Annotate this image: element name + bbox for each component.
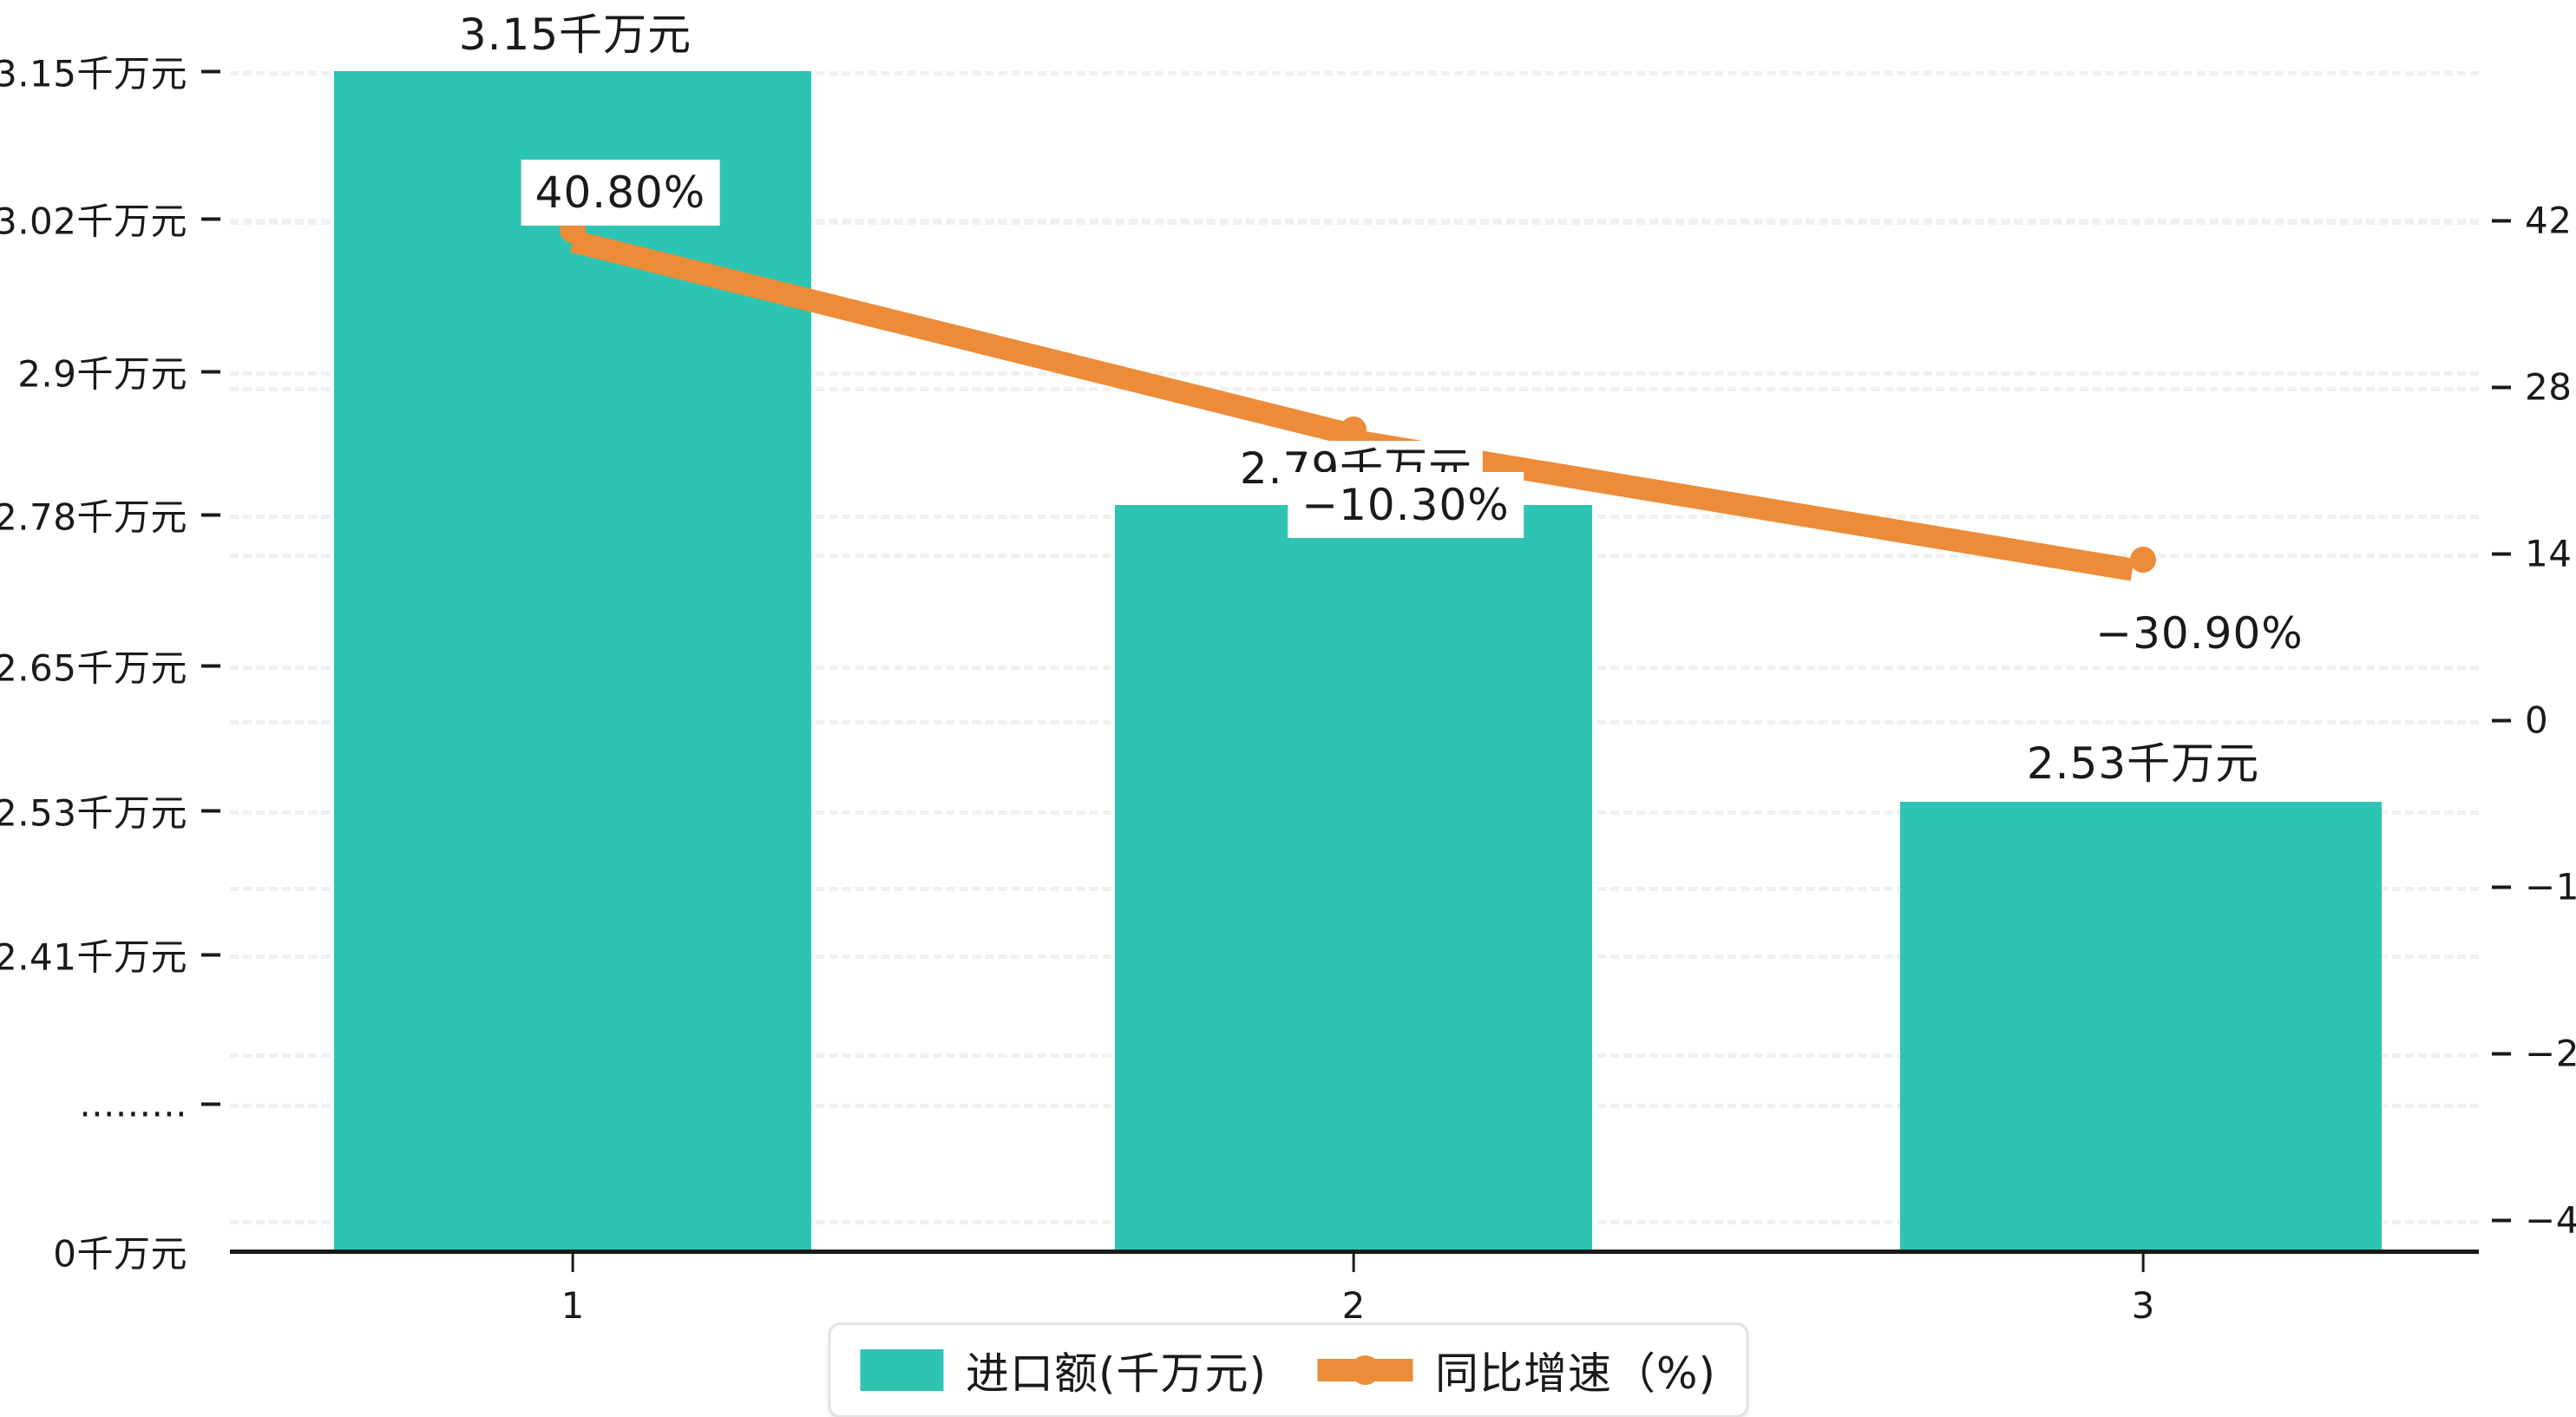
legend-item-growth-rate[interactable]: 同比增速（%): [1316, 1339, 1717, 1401]
y-left-tick-label: 2.78千万元: [0, 495, 187, 539]
line-marker-point-3[interactable]: [2130, 547, 2156, 573]
y-left-tick-8: 0千万元: [53, 1225, 220, 1278]
y-right-tick-label: 0: [2525, 699, 2549, 742]
y-left-tick-label: 2.41千万元: [0, 935, 187, 979]
tick-dash-icon: [201, 809, 220, 812]
tick-dash-icon: [201, 1250, 220, 1253]
legend-label: 进口额(千万元): [965, 1348, 1267, 1399]
tick-dash-icon: [201, 370, 220, 373]
tick-dash-icon: [2492, 1218, 2511, 1222]
legend-label: 同比增速（%): [1434, 1348, 1717, 1399]
y-right-tick-5: −28: [2492, 1033, 2576, 1075]
y-right-tick-1: 28: [2492, 366, 2572, 409]
y-right-tick-0: 42: [2492, 200, 2572, 242]
x-tick-3: 3: [2131, 1250, 2155, 1327]
x-tick-mark-icon: [1352, 1250, 1355, 1272]
y-right-tick-4: −14: [2492, 866, 2576, 909]
y-right-tick-label: 14: [2525, 532, 2573, 575]
y-left-tick-1: 3.02千万元: [0, 193, 220, 246]
y-right-tick-label: −28: [2525, 1032, 2576, 1075]
tick-dash-icon: [201, 217, 220, 220]
y-right-tick-label: 28: [2525, 365, 2573, 409]
line-value-label-3: −30.90%: [2081, 600, 2317, 666]
y-left-tick-label: 2.65千万元: [0, 646, 187, 690]
line-value-label-2: −10.30%: [1288, 472, 1524, 538]
tick-dash-icon: [2492, 718, 2511, 722]
y-left-tick-4: 2.65千万元: [0, 640, 220, 692]
x-tick-2: 2: [1341, 1250, 1366, 1327]
bar-value-label-1: 3.15千万元: [448, 7, 703, 62]
bar-value-label-3: 2.53千万元: [2016, 736, 2271, 791]
bar-swatch-icon: [859, 1349, 943, 1391]
legend-item-import-amount[interactable]: 进口额(千万元): [859, 1339, 1267, 1401]
y-left-tick-7: .........: [79, 1083, 220, 1125]
bar-series-1-point-2[interactable]: [1115, 505, 1592, 1250]
bar-series-1-point-1[interactable]: [334, 71, 811, 1250]
y-left-tick-6: 2.41千万元: [0, 928, 220, 981]
x-tick-label: 3: [2131, 1284, 2155, 1327]
y-right-tick-label: 42: [2525, 199, 2573, 242]
tick-dash-icon: [2492, 552, 2511, 555]
x-tick-mark-icon: [2141, 1250, 2145, 1272]
y-left-tick-0: 3.15千万元: [0, 45, 220, 98]
y-right-tick-3: 0: [2492, 699, 2548, 742]
y-left-tick-label: 3.02千万元: [0, 200, 187, 243]
y-left-tick-3: 2.78千万元: [0, 489, 220, 541]
line-value-label-1: 40.80%: [521, 160, 720, 226]
tick-dash-icon: [201, 1102, 220, 1105]
gridline: [230, 371, 2479, 376]
line-marker-icon: [1316, 1349, 1413, 1391]
tick-dash-icon: [201, 513, 220, 516]
y-left-tick-5: 2.53千万元: [0, 784, 220, 837]
y-left-tick-2: 2.9千万元: [17, 345, 220, 398]
y-right-tick-6: −42: [2492, 1199, 2576, 1242]
x-tick-1: 1: [560, 1250, 585, 1327]
tick-dash-icon: [201, 953, 220, 956]
gridline-right: [230, 220, 2479, 225]
tick-dash-icon: [201, 664, 220, 667]
tick-dash-icon: [2492, 1052, 2511, 1055]
y-right-tick-label: −14: [2525, 865, 2576, 909]
y-left-tick-label: 3.15千万元: [0, 52, 187, 95]
tick-dash-icon: [2492, 885, 2511, 889]
line-marker-point-2[interactable]: [1340, 417, 1367, 443]
y-left-tick-label: 2.53千万元: [0, 791, 187, 835]
x-tick-mark-icon: [571, 1250, 574, 1272]
chart-legend: 进口额(千万元) 同比增速（%): [827, 1322, 1749, 1417]
bar-series-1-point-3[interactable]: [1900, 802, 2382, 1250]
y-right-tick-label: −42: [2525, 1198, 2576, 1242]
y-left-tick-label: 0千万元: [53, 1232, 187, 1276]
tick-dash-icon: [201, 69, 220, 73]
x-tick-label: 2: [1341, 1284, 1366, 1327]
tick-dash-icon: [2492, 219, 2511, 222]
plot-area: 3.15千万元 2.79千万元 2.53千万元 40.80% −10.30% −…: [230, 0, 2479, 1327]
gridline: [230, 71, 2479, 75]
y-left-tick-label: .........: [79, 1082, 187, 1125]
y-right-tick-2: 14: [2492, 533, 2572, 575]
x-tick-label: 1: [560, 1284, 585, 1327]
y-left-tick-label: 2.9千万元: [17, 352, 187, 396]
gridline-right: [230, 387, 2479, 391]
tick-dash-icon: [2492, 385, 2511, 389]
